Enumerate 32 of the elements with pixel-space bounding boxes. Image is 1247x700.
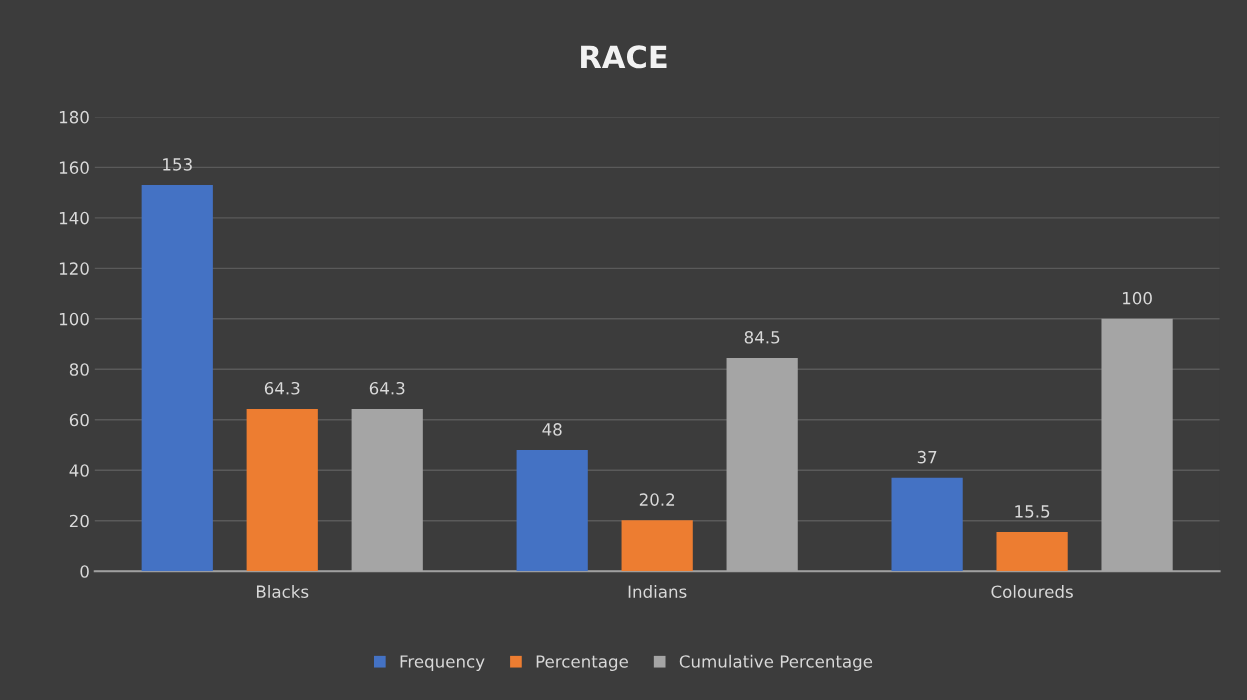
- data-label: 153: [163, 158, 192, 171]
- y-tick-label: 60: [69, 413, 89, 427]
- bar: [891, 477, 963, 572]
- data-label: 48: [542, 423, 562, 436]
- data-label: 20.2: [639, 493, 675, 506]
- x-tick-label: Indians: [628, 585, 687, 598]
- y-tick-label: 160: [59, 161, 89, 174]
- legend-label: Cumulative Percentage: [679, 654, 873, 671]
- data-label: 64.3: [264, 381, 300, 395]
- data-label: 100: [1123, 291, 1152, 305]
- y-tick-label: 80: [69, 363, 89, 376]
- y-tick-label: 180: [59, 110, 89, 124]
- y-tick-label: 20: [69, 514, 89, 528]
- x-tick-label: Coloureds: [991, 585, 1073, 598]
- data-label: 84.5: [744, 330, 780, 344]
- y-tick-label: 140: [59, 211, 89, 225]
- data-label: 37: [917, 450, 937, 464]
- y-tick-label: 0: [80, 565, 89, 578]
- y-tick-label: 100: [59, 312, 89, 326]
- data-label: 64.3: [369, 381, 405, 395]
- y-tick-label: 40: [69, 464, 89, 477]
- x-tick-label: Blacks: [256, 585, 309, 598]
- chart-title: RACE: [581, 45, 667, 69]
- bar: [246, 408, 318, 572]
- bar: [996, 532, 1068, 572]
- y-tick-label: 120: [59, 262, 89, 275]
- bar: [141, 185, 213, 572]
- bar: [621, 520, 693, 572]
- data-label: 15.5: [1015, 505, 1050, 518]
- legend-label: Frequency: [400, 655, 485, 671]
- legend-label: Percentage: [536, 655, 628, 671]
- bar: [516, 450, 588, 572]
